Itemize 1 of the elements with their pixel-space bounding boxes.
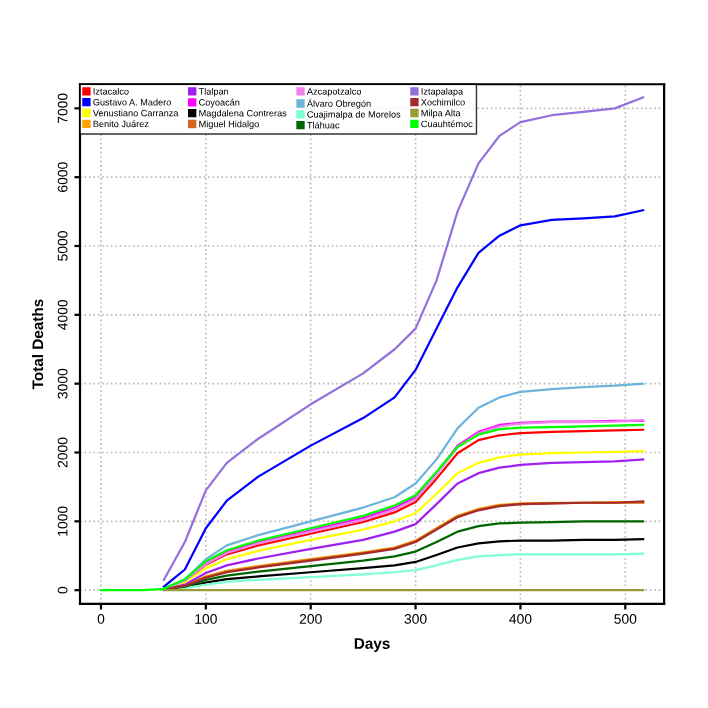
line-series (162, 209, 645, 588)
